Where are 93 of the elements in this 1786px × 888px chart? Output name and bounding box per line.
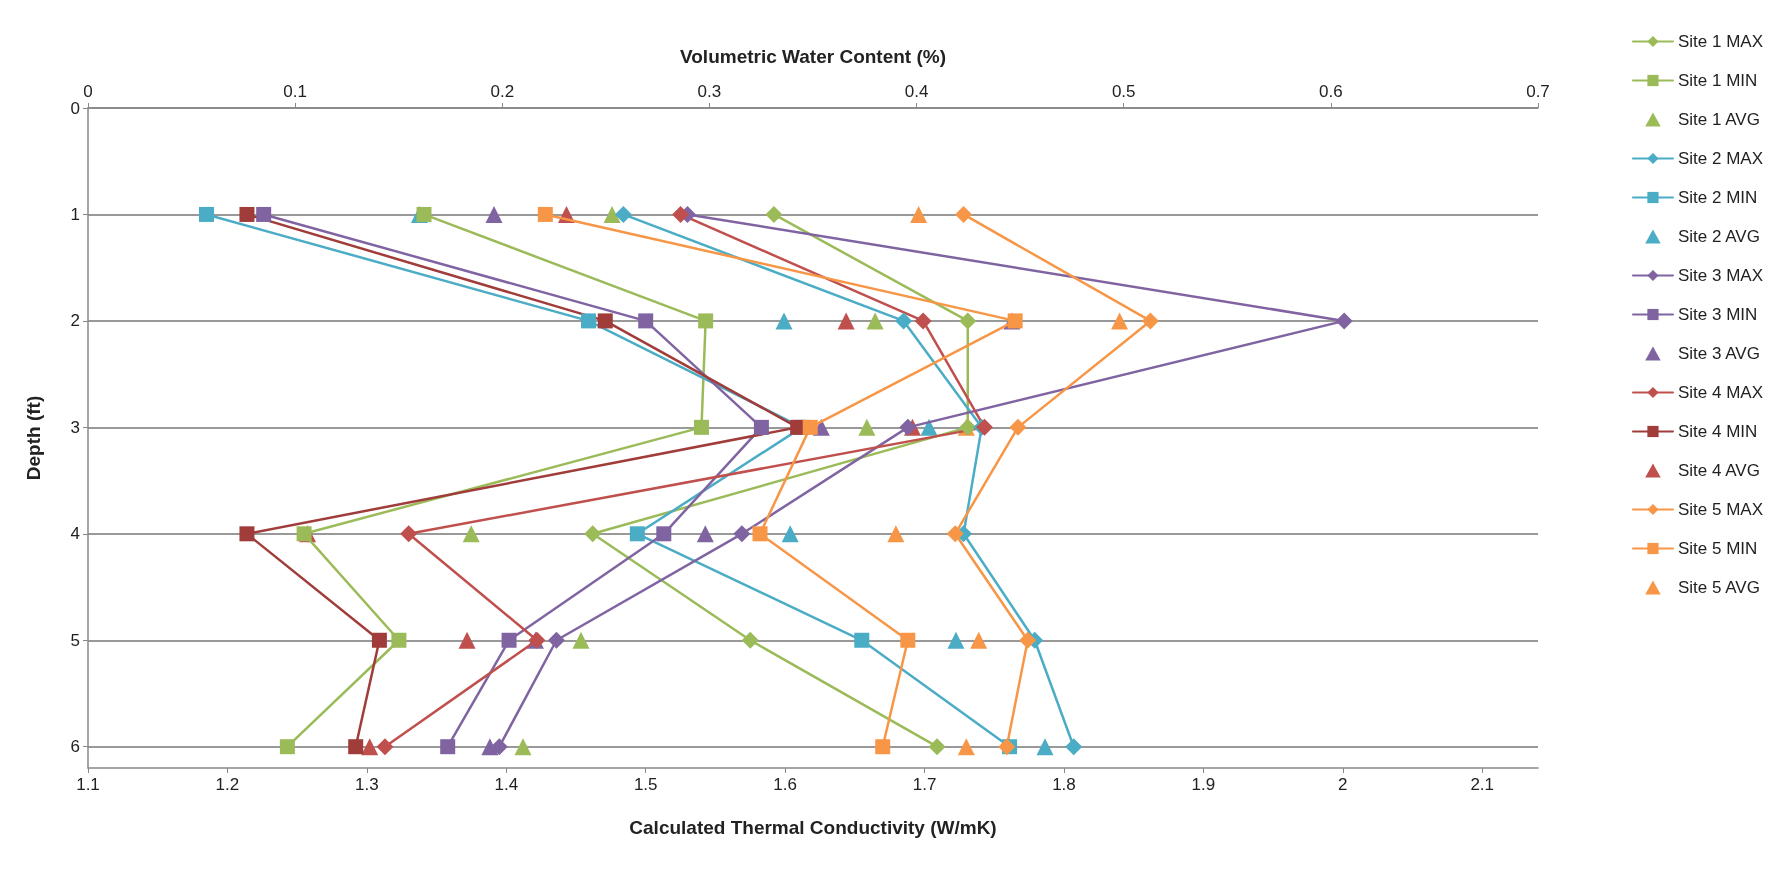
x-tick-label: 1.1: [76, 775, 100, 794]
x-tick-label: 2: [1338, 775, 1348, 794]
y-tick-label: 5: [70, 630, 80, 650]
point: [537, 206, 553, 222]
x2-tick-label: 0.4: [904, 82, 929, 101]
point: [875, 739, 891, 755]
legend-label: Site 2 MAX: [1677, 149, 1764, 168]
legend-label: Site 4 MAX: [1677, 383, 1764, 402]
point: [672, 205, 690, 223]
legend-label: Site 2 AVG: [1677, 227, 1760, 246]
legend-label: Site 5 MIN: [1677, 539, 1758, 558]
point: [629, 526, 645, 542]
point: [752, 526, 768, 542]
x-tick-label: 1.8: [1052, 775, 1076, 794]
legend-label: Site 1 MAX: [1677, 32, 1764, 51]
point: [376, 738, 394, 756]
x2-axis-title: Volumetric Water Content (%): [679, 46, 947, 67]
y-tick-label: 6: [70, 737, 80, 757]
x-axis-title: Calculated Thermal Conductivity (W/mK): [629, 817, 997, 838]
x-tick-label: 1.2: [215, 775, 240, 794]
point: [753, 419, 769, 435]
point: [928, 738, 946, 756]
point: [371, 632, 387, 648]
point: [581, 313, 597, 329]
legend-label: Site 5 AVG: [1677, 578, 1760, 597]
y-tick-label: 2: [70, 311, 80, 331]
x2-tick-label: 0.6: [1319, 82, 1343, 101]
point: [1335, 312, 1353, 330]
x2-tick-label: 0: [83, 82, 93, 101]
point: [256, 206, 272, 222]
point: [765, 205, 783, 223]
legend-label: Site 1 MIN: [1677, 71, 1758, 90]
legend-label: Site 2 MIN: [1677, 188, 1758, 207]
point: [1065, 738, 1083, 756]
legend-label: Site 5 MAX: [1677, 500, 1764, 519]
point: [895, 312, 913, 330]
point: [693, 419, 709, 435]
point: [698, 313, 714, 329]
point: [854, 632, 870, 648]
point: [1141, 312, 1159, 330]
legend-label: Site 4 AVG: [1677, 461, 1760, 480]
point: [802, 419, 818, 435]
point: [501, 632, 517, 648]
legend-label: Site 1 AVG: [1677, 110, 1760, 129]
point: [348, 739, 364, 755]
point: [597, 313, 613, 329]
point: [946, 525, 964, 543]
point: [547, 631, 565, 649]
point: [998, 738, 1016, 756]
point: [656, 526, 672, 542]
point: [400, 525, 418, 543]
point: [959, 312, 977, 330]
x2-tick-label: 0.1: [283, 82, 307, 101]
point: [733, 525, 751, 543]
point: [239, 526, 255, 542]
x2-tick-label: 0.5: [1111, 82, 1136, 101]
point: [391, 632, 407, 648]
x2-tick-label: 0.3: [697, 82, 722, 101]
point: [440, 739, 456, 755]
y-tick-label: 3: [70, 417, 80, 437]
y-axis-title: Depth (ft): [23, 395, 44, 481]
point: [584, 525, 602, 543]
point: [899, 418, 917, 436]
point: [1009, 418, 1027, 436]
x-tick-label: 1.7: [912, 775, 937, 794]
point: [741, 631, 759, 649]
point: [638, 313, 654, 329]
x-tick-label: 1.5: [633, 775, 658, 794]
point: [955, 205, 973, 223]
x2-tick-label: 0.7: [1526, 82, 1550, 101]
x-tick-label: 1.6: [773, 775, 797, 794]
y-tick-label: 1: [70, 204, 80, 224]
legend-label: Site 3 AVG: [1677, 344, 1760, 363]
x-tick-label: 1.9: [1191, 775, 1216, 794]
point: [1007, 313, 1023, 329]
point: [1019, 631, 1037, 649]
point: [416, 206, 432, 222]
point: [279, 739, 295, 755]
point: [614, 205, 632, 223]
legend-label: Site 4 MIN: [1677, 422, 1758, 441]
point: [900, 632, 916, 648]
x-tick-label: 1.4: [494, 775, 519, 794]
x-tick-label: 2.1: [1470, 775, 1495, 794]
legend-label: Site 3 MIN: [1677, 305, 1758, 324]
y-tick-label: 0: [70, 98, 80, 118]
y-tick-label: 4: [70, 524, 80, 544]
point: [296, 526, 312, 542]
x2-tick-label: 0.2: [490, 82, 515, 101]
legend-label: Site 3 MAX: [1677, 266, 1764, 285]
point: [914, 312, 932, 330]
point: [239, 206, 255, 222]
x-tick-label: 1.3: [355, 775, 379, 794]
point: [199, 206, 215, 222]
